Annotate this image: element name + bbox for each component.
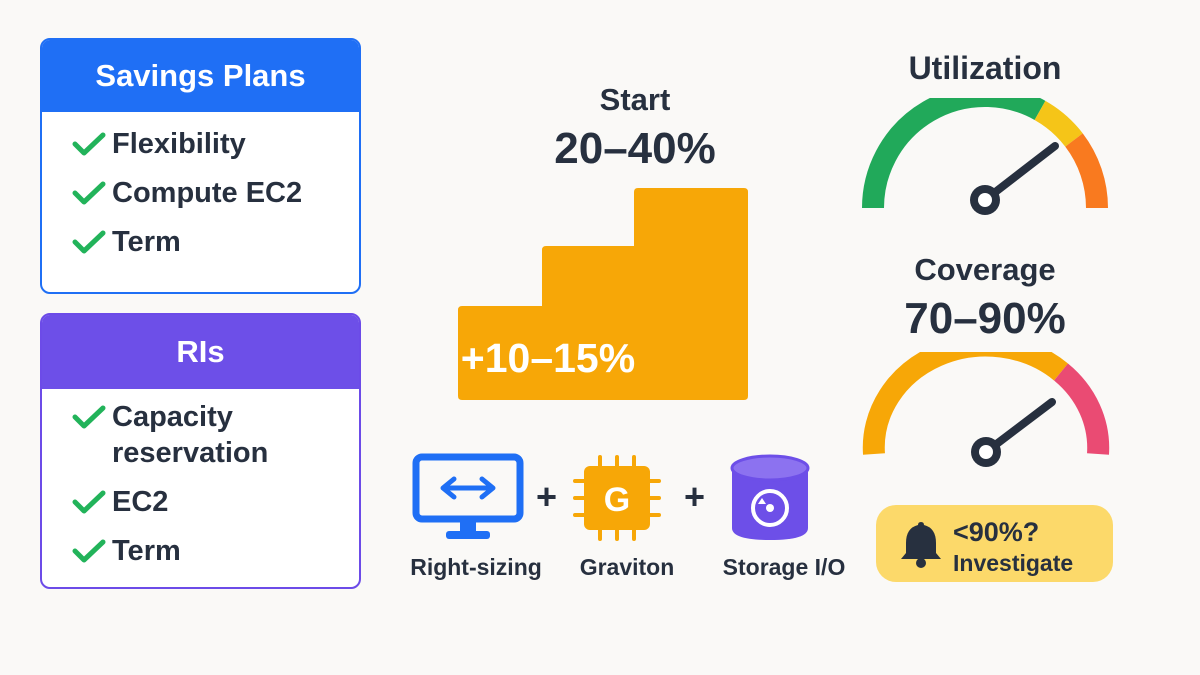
- database-icon: [730, 454, 810, 540]
- chip-letter: G: [604, 481, 630, 519]
- coverage-value: 70–90%: [904, 294, 1066, 343]
- item-label: EC2: [112, 486, 169, 518]
- start-value: 20–40%: [554, 124, 716, 173]
- utilization-gauge: [862, 98, 1108, 215]
- item-label: Term: [112, 535, 181, 567]
- coverage-title: Coverage: [914, 252, 1056, 287]
- item-label: Term: [112, 226, 181, 258]
- right-sizing-label: Right-sizing: [410, 554, 542, 580]
- list-item: Term: [72, 533, 359, 569]
- item-label: Flexibility: [112, 128, 246, 160]
- list-item: Compute EC2: [72, 175, 359, 211]
- check-icon: [72, 399, 112, 435]
- chip-icon: G: [573, 455, 661, 541]
- savings-plans-list: Flexibility Compute EC2 Term: [42, 112, 359, 260]
- storage-label: Storage I/O: [722, 554, 846, 580]
- savings-plans-card: Savings Plans Flexibility Compute EC2 Te…: [40, 38, 361, 294]
- list-item: Capacity reservation: [72, 399, 359, 471]
- graviton-label: Graviton: [579, 554, 675, 580]
- savings-plans-title: Savings Plans: [42, 40, 359, 112]
- list-item: Term: [72, 224, 359, 260]
- plus-sign: +: [536, 476, 558, 517]
- item-label: Compute EC2: [112, 177, 303, 209]
- check-icon: [72, 484, 112, 520]
- coverage-gauge: [862, 352, 1110, 467]
- badge-action: Investigate: [953, 550, 1074, 576]
- ris-card: RIs Capacity reservation EC2 Term: [40, 313, 361, 589]
- investigate-badge: <90%? Investigate: [876, 505, 1113, 582]
- list-item: Flexibility: [72, 126, 359, 162]
- check-icon: [72, 224, 112, 260]
- monitor-icon: [412, 453, 524, 539]
- badge-threshold: <90%?: [953, 517, 1040, 547]
- list-item: EC2: [72, 484, 359, 520]
- item-label: Capacity reservation: [112, 401, 269, 469]
- utilization-title: Utilization: [908, 50, 1062, 86]
- stairs-graphic: +10–15%: [458, 188, 748, 400]
- start-label: Start: [599, 82, 671, 117]
- plus-sign: +: [684, 476, 706, 517]
- ris-title: RIs: [42, 315, 359, 389]
- check-icon: [72, 126, 112, 162]
- stairs-label: +10–15%: [461, 335, 635, 381]
- bell-icon: [901, 522, 941, 568]
- ris-list: Capacity reservation EC2 Term: [42, 389, 359, 569]
- check-icon: [72, 533, 112, 569]
- check-icon: [72, 175, 112, 211]
